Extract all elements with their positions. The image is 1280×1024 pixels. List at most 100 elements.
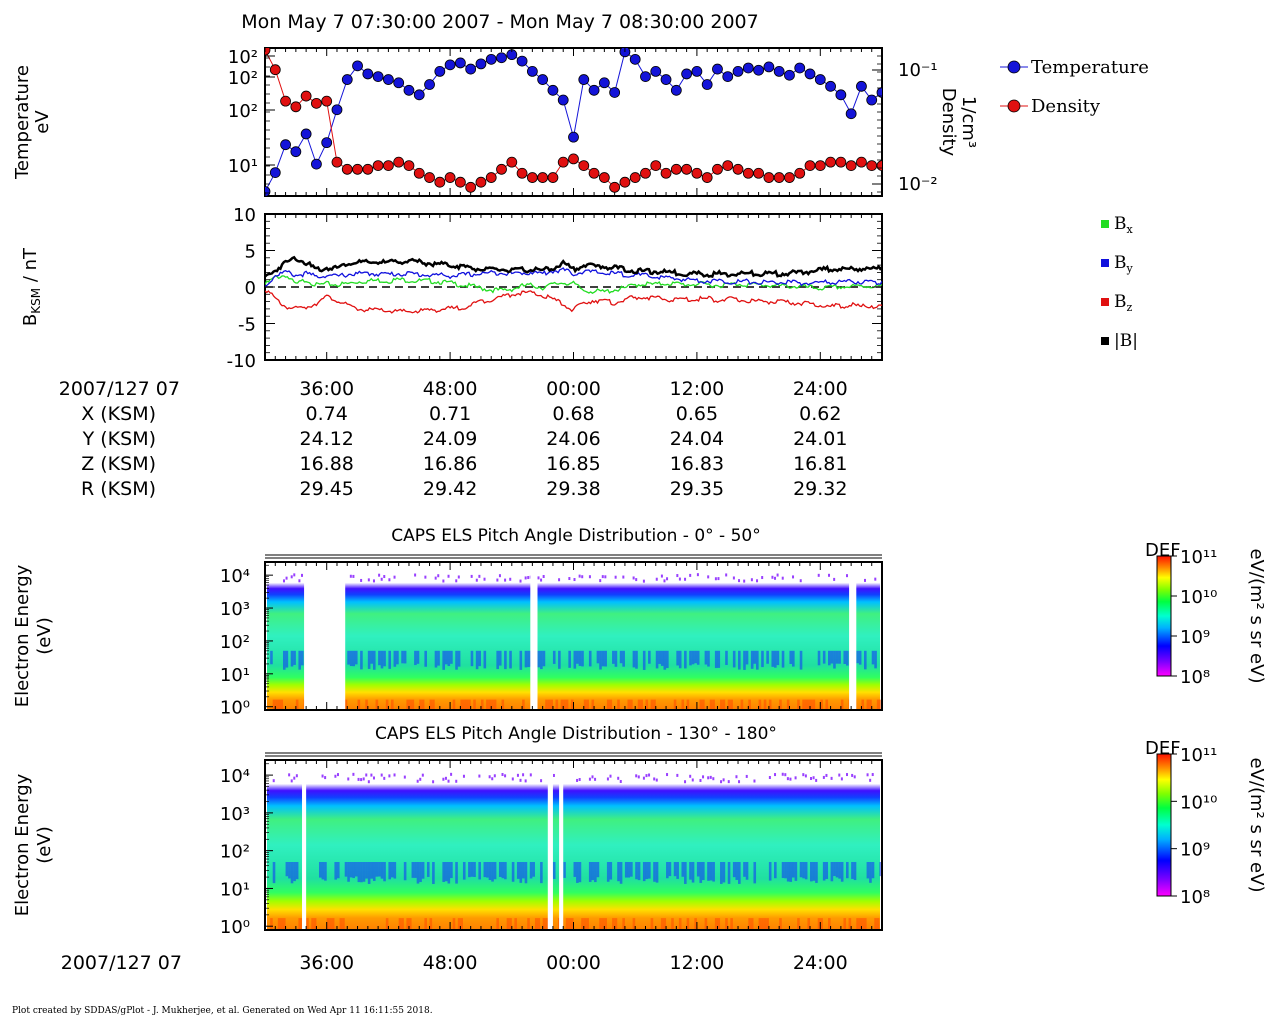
spectrogram-ylabel-line: Electron Energy	[12, 773, 33, 916]
density-point	[701, 172, 713, 183]
legend-label: By	[1114, 253, 1134, 275]
temperature-point	[835, 89, 847, 101]
density-point	[845, 160, 857, 172]
ephemeris-row-label: R (KSM)	[81, 478, 156, 500]
density-point	[321, 95, 333, 107]
density-point	[372, 160, 384, 172]
spectrogram-panel-1: CAPS ELS Pitch Angle Distribution - 0° -…	[12, 526, 1267, 719]
density-point	[516, 167, 528, 179]
temperature-point	[670, 84, 682, 96]
temperature-point	[537, 74, 549, 85]
temperature-point	[650, 66, 662, 77]
density-point	[568, 153, 579, 165]
temperature-point	[784, 69, 795, 81]
density-point	[763, 172, 775, 183]
temperature-point	[465, 63, 477, 75]
bottom-time-axis: 2007/127 07 36:00 48:00 00:00 12:00 24:00	[61, 952, 848, 974]
panel2-ylabel: BKSM / nT	[20, 247, 43, 326]
time-tick-label: 36:00	[299, 378, 354, 400]
density-point	[413, 167, 425, 179]
temperature-point	[712, 63, 723, 75]
temperature-point	[701, 79, 713, 90]
ephemeris-value: 16.81	[793, 453, 847, 475]
density-point	[732, 163, 744, 175]
panel1-y2tick-label: 10⁻²	[898, 174, 938, 195]
spectrogram-ytick-label: 10²	[220, 842, 250, 863]
panel1-ylabel-line: Temperature	[12, 65, 33, 180]
panel1-y2label-line: Density	[938, 88, 959, 157]
time-tick-label: 24:00	[793, 378, 848, 400]
temperature-point	[526, 66, 538, 77]
temperature-point	[547, 84, 559, 96]
temperature-point	[619, 48, 631, 58]
ephemeris-value: 29.35	[670, 478, 724, 500]
density-point	[773, 172, 785, 183]
temperature-point	[629, 53, 641, 65]
spectrogram-ytick-label: 10⁴	[220, 766, 250, 787]
ephemeris-value: 16.83	[670, 453, 724, 475]
colorbar-tick-label: 10⁸	[1180, 887, 1210, 908]
density-point	[578, 160, 590, 172]
density-point	[265, 48, 271, 56]
bottom-tick-label: 00:00	[546, 952, 601, 974]
ephemeris-value: 29.32	[793, 478, 847, 500]
temperature-point	[876, 87, 882, 98]
series-Bz-line	[265, 290, 882, 314]
density-point	[434, 176, 446, 188]
density-point	[866, 160, 878, 172]
temperature-point	[300, 128, 312, 140]
temperature-point	[722, 71, 734, 83]
spectrogram-ytick-label: 10⁰	[220, 698, 250, 719]
bottom-date-label: 2007/127 07	[61, 952, 182, 974]
density-point	[619, 176, 631, 188]
density-point	[598, 172, 610, 183]
density-point	[835, 156, 847, 168]
density-point	[629, 172, 641, 183]
density-point	[547, 172, 559, 183]
time-tick-label: 00:00	[546, 378, 601, 400]
spectrogram-image	[267, 760, 880, 930]
colorbar-tick-label: 10¹¹	[1180, 745, 1217, 766]
density-point	[784, 172, 795, 183]
density-point	[311, 97, 322, 109]
series-Bx-line	[265, 274, 882, 294]
density-point	[814, 160, 826, 172]
ephemeris-value: 0.65	[676, 403, 718, 425]
ephemeris-value: 0.71	[429, 403, 471, 425]
density-point	[269, 64, 281, 76]
ephemeris-value: 24.01	[793, 428, 847, 450]
colorbar-unit: eV/(m² s sr eV)	[1246, 758, 1267, 893]
density-point	[537, 172, 549, 183]
panel1-ytick-label: 10¹	[228, 156, 258, 177]
panel1-ytick-label: 10²	[228, 47, 258, 68]
data-gap	[530, 562, 538, 710]
data-gap	[304, 562, 346, 710]
temperature-point	[382, 74, 394, 85]
density-point	[670, 163, 682, 175]
temperature-point	[475, 58, 487, 70]
ephemeris-value: 24.04	[670, 428, 724, 450]
spectrogram-ytick-label: 10¹	[220, 665, 250, 686]
footer-credit: Plot created by SDDAS/gPlot - J. Mukherj…	[12, 1006, 433, 1016]
density-point	[362, 163, 374, 175]
ephemeris-value: 24.06	[546, 428, 600, 450]
ephemeris-value: 0.74	[306, 403, 348, 425]
temperature-point	[372, 71, 384, 83]
density-point	[588, 167, 600, 179]
spectrogram-ylabel-line: Electron Energy	[12, 564, 33, 707]
panel2-ytick-label: -10	[227, 351, 256, 372]
panel2-yticks: 10 5 0 -5 -10	[227, 205, 882, 372]
legend-swatch	[1101, 259, 1109, 267]
spectrogram-title: CAPS ELS Pitch Angle Distribution - 0° -…	[391, 526, 760, 546]
ephemeris-value: 16.88	[299, 453, 353, 475]
data-gap	[849, 562, 857, 710]
panel1-ytick-label: 10²	[228, 68, 258, 89]
temperature-point	[341, 74, 353, 85]
spectrogram-ytick-label: 10³	[220, 804, 250, 825]
spectrogram-image	[267, 562, 880, 710]
temperature-point	[269, 167, 281, 178]
ephemeris-value: 29.45	[299, 478, 353, 500]
density-point	[794, 167, 806, 179]
